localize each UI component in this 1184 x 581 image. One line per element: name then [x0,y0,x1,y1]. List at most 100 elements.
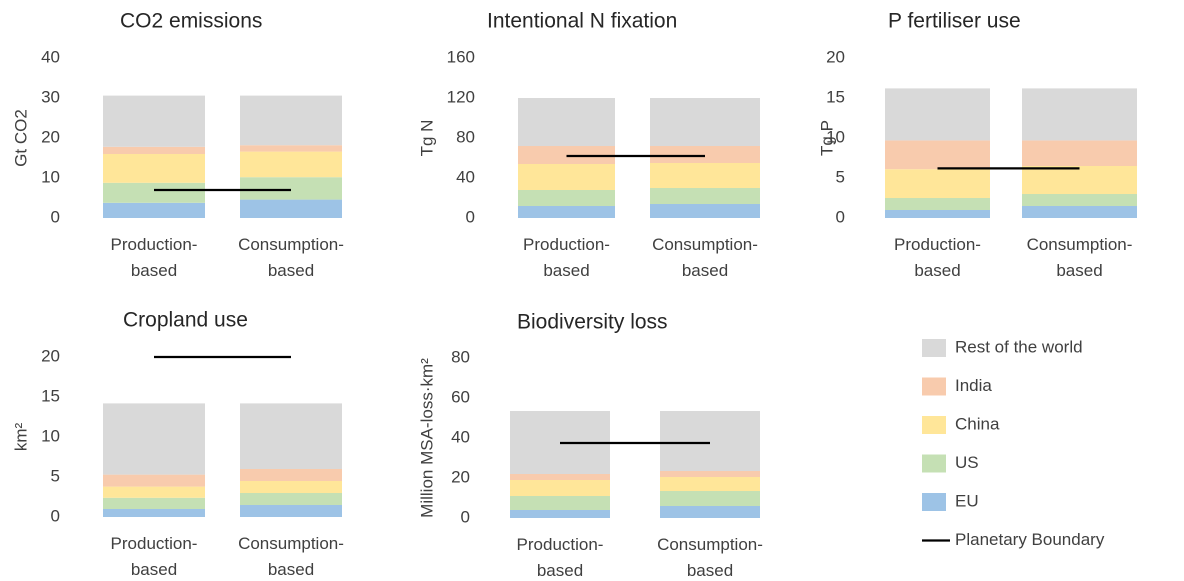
y-tick-label: 0 [466,207,475,226]
x-tick-label: Consumption-based [238,534,344,579]
bar-segment [240,505,342,517]
bar-segment [240,151,342,178]
bar-segment [240,199,342,218]
y-axis-label: Tg N [417,120,436,157]
bar-segment [103,497,205,509]
bar-segment [103,403,205,475]
legend-label: China [955,414,1000,433]
legend-label: EU [955,491,979,510]
legend-label: US [955,453,979,472]
x-tick-label: Consumption-based [652,235,758,280]
x-tick-label: Production-based [523,235,610,280]
bar-segment [1022,194,1137,206]
bar-segment [240,481,342,493]
chart-title: Biodiversity loss [517,311,668,334]
x-tick-label: Consumption-based [1027,235,1133,280]
y-tick-label: 0 [51,207,60,226]
y-tick-label: 15 [826,87,845,106]
bar-segment [885,210,990,218]
y-tick-label: 0 [51,506,60,525]
y-tick-label: 20 [826,47,845,66]
y-tick-label: 10 [826,127,845,146]
bar-segment [103,509,205,517]
bar-segment [240,177,342,200]
y-tick-label: 20 [41,346,60,365]
bar-segment [885,198,990,210]
bar-segment [103,95,205,147]
bar-segment [885,140,990,170]
bar-segment [518,98,615,146]
chart-title: Intentional N fixation [487,10,677,33]
legend-swatch [922,416,946,434]
y-tick-label: 0 [461,507,470,526]
y-tick-label: 80 [456,127,475,146]
bar-segment [660,477,760,491]
y-tick-label: 40 [451,427,470,446]
bar-segment [103,154,205,183]
x-tick-label: Production-based [111,534,198,579]
legend-swatch [922,493,946,511]
chart-title: CO2 emissions [120,10,262,33]
bar-segment [240,469,342,481]
y-tick-label: 0 [836,207,845,226]
y-tick-label: 20 [451,467,470,486]
y-tick-label: 10 [41,167,60,186]
bar-segment [1022,206,1137,218]
legend-swatch [922,339,946,357]
legend-swatch [922,377,946,396]
bar-segment [650,188,760,204]
bar-segment [240,145,342,152]
y-axis-label: Tg P [817,120,836,156]
x-tick-label: Production-based [894,235,981,280]
bar-segment [660,491,760,506]
bar-segment [650,146,760,163]
y-tick-label: 160 [447,47,475,66]
y-tick-label: 20 [41,127,60,146]
y-tick-label: 60 [451,387,470,406]
x-tick-label: Consumption-based [657,535,763,580]
bar-segment [103,474,205,487]
bar-segment [650,204,760,218]
bar-segment [1022,88,1137,141]
bar-segment [510,474,610,480]
bar-segment [510,510,610,518]
bar-segment [103,486,205,498]
bar-segment [510,480,610,496]
bar-segment [103,146,205,154]
bar-segment [518,206,615,218]
bar-segment [660,471,760,477]
x-tick-label: Production-based [517,535,604,580]
bar-segment [103,182,205,203]
legend-label: Rest of the world [955,337,1083,356]
y-tick-label: 40 [41,47,60,66]
y-tick-label: 15 [41,386,60,405]
y-tick-label: 5 [51,466,60,485]
bar-segment [240,493,342,505]
y-axis-label: km² [11,423,30,452]
legend-label: Planetary Boundary [955,530,1105,549]
bar-segment [518,190,615,206]
legend-swatch [922,454,946,473]
bar-segment [518,164,615,190]
x-tick-label: Production-based [111,235,198,280]
y-axis-label: Million MSA-loss·km² [417,358,436,518]
bar-segment [103,202,205,218]
chart-title: Cropland use [123,309,248,332]
chart-title: P fertiliser use [888,10,1021,33]
legend-label: India [955,376,992,395]
y-tick-label: 5 [836,167,845,186]
bar-segment [650,98,760,146]
bar-segment [885,169,990,198]
x-tick-label: Consumption-based [238,235,344,280]
y-tick-label: 80 [451,347,470,366]
bar-segment [510,496,610,510]
bar-segment [660,411,760,471]
bar-segment [650,163,760,188]
bar-segment [240,95,342,146]
bar-segment [660,506,760,518]
bar-segment [1022,140,1137,166]
y-tick-label: 40 [456,167,475,186]
bar-segment [885,88,990,141]
y-axis-label: Gt CO2 [11,109,30,167]
